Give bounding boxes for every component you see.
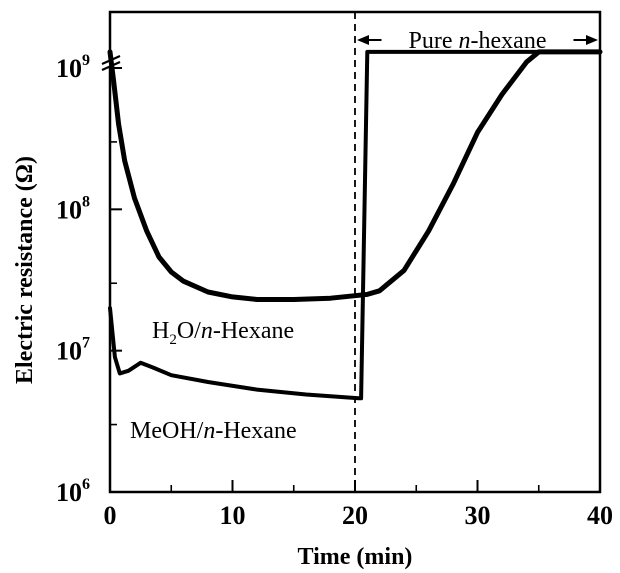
annotation-arrowhead-right — [586, 35, 598, 45]
y-tick-label-3: 109 — [56, 52, 90, 83]
y-tick-label-0: 106 — [56, 476, 90, 507]
y-tick-label-2: 108 — [56, 193, 90, 224]
x-tick-label-2: 20 — [342, 501, 368, 530]
axis-ticks — [109, 67, 601, 493]
series-label-meoh-hexane: MeOH/n-Hexane — [130, 418, 297, 444]
x-tick-label-4: 40 — [587, 501, 613, 530]
y-tick-label-1: 107 — [56, 335, 90, 366]
series-label-h2o-hexane: H2O/n-Hexane — [152, 318, 294, 348]
series-line-meoh-hexane — [108, 49, 602, 401]
x-tick-label-0: 0 — [104, 501, 117, 530]
y-axis-label: Electric resistance (Ω) — [12, 156, 38, 384]
region-label: Pure n-hexane — [409, 28, 547, 54]
x-tick-label-3: 30 — [465, 501, 491, 530]
series-line-h2o-hexane — [107, 49, 603, 302]
x-tick-label-1: 10 — [220, 501, 246, 530]
y-tick-labels: 106 107 108 109 — [56, 52, 90, 507]
x-tick-labels: 0 10 20 30 40 — [104, 501, 614, 530]
annotation-arrowhead-left — [357, 35, 369, 45]
x-axis-label: Time (min) — [298, 544, 413, 570]
pure-hexane-annotation: Pure n-hexane — [357, 28, 598, 54]
